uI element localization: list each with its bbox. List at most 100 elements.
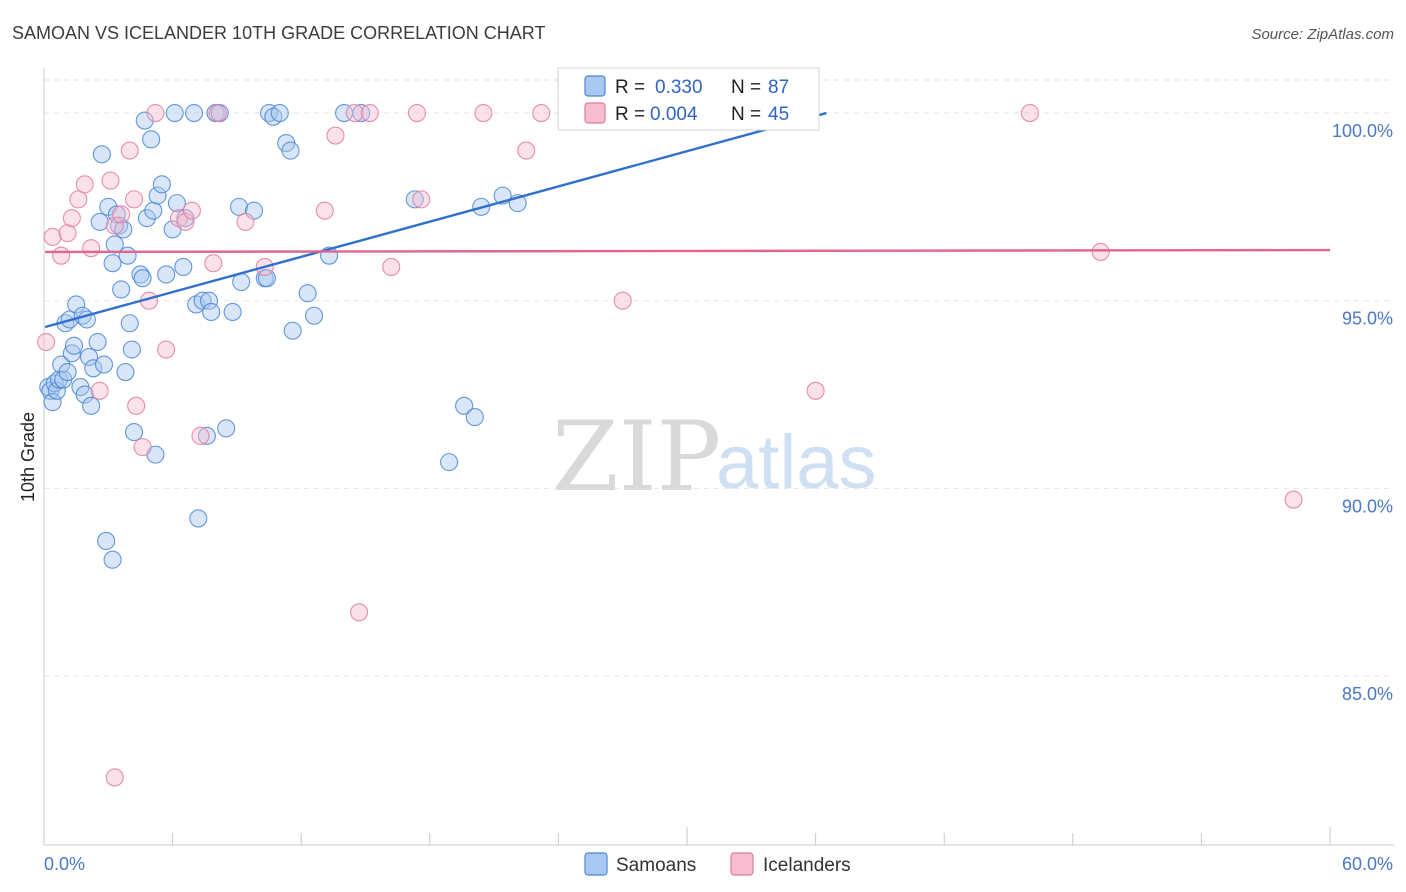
samoans-point-63 xyxy=(229,197,249,216)
icelanders-point-13 xyxy=(124,190,144,209)
stats-legend-n-label-icelanders: N = xyxy=(731,104,761,125)
samoans-point-19 xyxy=(82,396,101,415)
samoans-point-70 xyxy=(270,103,289,123)
samoans-point-24 xyxy=(94,355,114,374)
icelanders-point-2 xyxy=(52,246,71,265)
samoans-point-50 xyxy=(174,257,193,276)
samoans-point-45 xyxy=(152,175,171,194)
icelanders-point-22 xyxy=(191,426,210,445)
samoans-point-49 xyxy=(167,194,186,213)
samoans-point-57 xyxy=(199,291,219,310)
samoans-point-62 xyxy=(223,302,242,322)
samoans-point-40 xyxy=(137,209,156,228)
y-axis-label: 10th Grade xyxy=(18,412,38,502)
trend-lines xyxy=(44,111,1331,329)
icelanders-point-1 xyxy=(43,227,62,246)
samoans-point-73 xyxy=(283,321,302,340)
samoans-point-41 xyxy=(142,130,161,149)
icelanders-point-33 xyxy=(407,103,426,123)
stats-legend-n-value-icelanders: 45 xyxy=(768,104,789,125)
y-tick-label-0: 100.0% xyxy=(1332,121,1393,141)
samoans-point-82 xyxy=(465,408,484,427)
samoans-point-58 xyxy=(202,302,221,322)
stats-legend-swatch-icelanders xyxy=(584,102,606,124)
stats-legend-n-value-samoans: 87 xyxy=(768,77,789,98)
samoans-point-12 xyxy=(64,336,84,355)
gridlines xyxy=(44,79,1394,677)
icelanders-point-40 xyxy=(806,381,825,400)
samoans-point-20 xyxy=(84,359,103,378)
samoans-point-34 xyxy=(120,314,139,333)
samoans-point-67 xyxy=(257,269,276,288)
icelanders-point-3 xyxy=(58,224,77,243)
samoans-point-74 xyxy=(298,284,317,303)
chart-title: SAMOAN VS ICELANDER 10TH GRADE CORRELATI… xyxy=(12,23,545,43)
icelanders-point-30 xyxy=(350,603,369,622)
samoans-point-61 xyxy=(217,419,236,438)
stats-legend-r-value-samoans: 0.330 xyxy=(655,77,703,98)
watermark: ZIP atlas xyxy=(552,401,877,513)
legend-label-samoans: Samoans xyxy=(616,855,696,876)
icelanders-point-38 xyxy=(613,291,632,310)
legend-swatch-samoans xyxy=(584,852,608,876)
watermark-zip: ZIP xyxy=(552,401,721,513)
icelanders-point-18 xyxy=(157,340,176,359)
samoans-point-44 xyxy=(148,186,167,205)
samoans-point-54 xyxy=(189,509,208,528)
samoans-point-46 xyxy=(157,265,176,284)
stats-legend: R = 0.330 N = 87 R = 0.004 N = 45 xyxy=(557,67,820,131)
icelanders-point-8 xyxy=(90,381,109,400)
samoans-point-30 xyxy=(112,280,131,299)
x-tick-label-0: 0.0% xyxy=(44,854,85,874)
icelanders-point-29 xyxy=(345,103,364,123)
icelanders-point-44 xyxy=(105,768,124,787)
icelanders-point-27 xyxy=(315,201,334,220)
series-legend: Samoans Icelanders xyxy=(584,852,851,876)
samoans-points xyxy=(39,103,527,569)
icelanders-point-0 xyxy=(37,332,56,352)
icelanders-point-31 xyxy=(360,103,379,123)
y-tick-label-1: 95.0% xyxy=(1342,309,1393,329)
samoans-point-23 xyxy=(92,145,111,164)
stats-legend-r-label-icelanders: R = xyxy=(615,104,645,125)
legend-label-icelanders: Icelanders xyxy=(763,855,851,876)
samoans-point-87 xyxy=(103,550,122,569)
icelanders-point-23 xyxy=(204,254,223,273)
icelanders-point-34 xyxy=(412,190,431,209)
x-axis-tick-labels: 0.0% 60.0% xyxy=(44,854,1393,874)
samoans-point-6 xyxy=(52,355,71,374)
samoans-point-75 xyxy=(305,306,324,325)
samoans-point-35 xyxy=(122,340,141,359)
samoans-trend-line xyxy=(44,111,827,329)
y-tick-label-3: 85.0% xyxy=(1342,684,1393,704)
icelanders-point-42 xyxy=(1091,242,1110,261)
icelanders-point-35 xyxy=(474,103,493,123)
samoans-point-38 xyxy=(133,269,152,288)
icelanders-point-17 xyxy=(146,103,165,123)
samoans-point-51 xyxy=(176,209,195,228)
icelanders-point-28 xyxy=(326,126,345,145)
icelanders-point-14 xyxy=(127,396,146,415)
samoans-point-31 xyxy=(114,220,133,239)
samoans-point-79 xyxy=(405,190,424,209)
stats-legend-n-label-samoans: N = xyxy=(731,77,761,98)
legend-swatch-icelanders xyxy=(730,852,754,876)
icelanders-point-9 xyxy=(101,171,120,190)
icelanders-point-37 xyxy=(532,103,551,123)
samoans-point-11 xyxy=(62,344,81,363)
samoans-point-80 xyxy=(440,453,459,472)
x-axis-ticks xyxy=(43,827,1331,845)
icelanders-point-5 xyxy=(69,190,88,209)
icelanders-point-6 xyxy=(75,175,94,194)
icelanders-point-32 xyxy=(382,257,401,276)
stats-legend-swatch-samoans xyxy=(584,75,606,97)
samoans-point-39 xyxy=(135,111,154,130)
samoans-point-33 xyxy=(118,246,137,265)
samoans-point-86 xyxy=(97,531,116,551)
stats-legend-r-label-samoans: R = xyxy=(615,77,645,98)
samoans-point-22 xyxy=(90,212,109,231)
icelanders-point-21 xyxy=(182,201,201,220)
icelanders-point-15 xyxy=(133,438,152,457)
samoans-point-81 xyxy=(455,396,474,415)
stats-legend-r-value-icelanders: 0.004 xyxy=(650,104,698,125)
